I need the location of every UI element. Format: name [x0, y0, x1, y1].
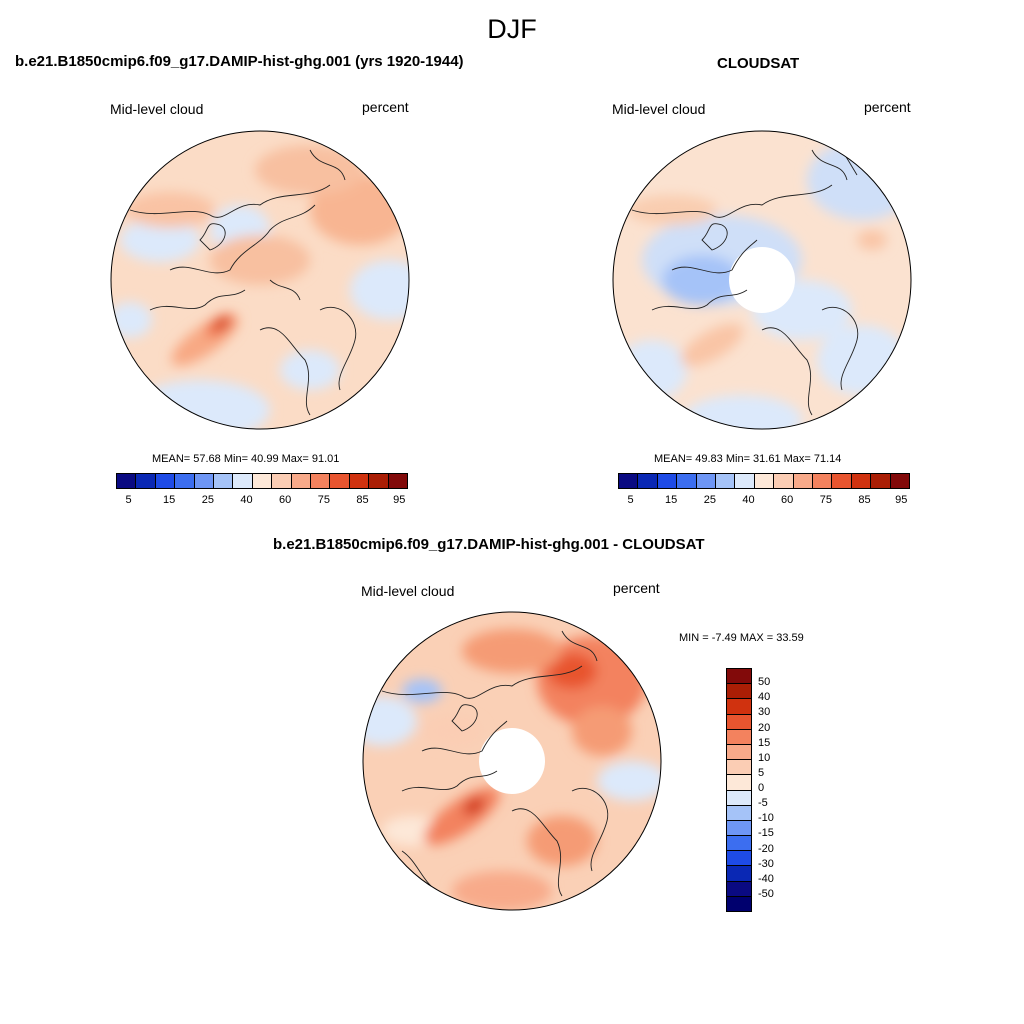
obs-colorbar-swatch: [813, 474, 833, 488]
diff-colorbar-swatch: [727, 835, 751, 851]
diff-colorbar-tick-label: -30: [758, 857, 774, 870]
season-title: DJF: [487, 14, 537, 44]
model-colorbar-swatch: [311, 474, 331, 488]
model-colorbar-swatch: [175, 474, 195, 488]
model-colorbar-swatch: [136, 474, 156, 488]
obs-colorbar-tick-label: 40: [742, 494, 755, 506]
obs-colorbar-swatch: [774, 474, 794, 488]
obs-colorbar-swatch: [832, 474, 852, 488]
diff-colorbar-tick-label: -40: [758, 872, 774, 885]
obs-colorbar-swatch: [657, 474, 678, 488]
diff-panel-title: b.e21.B1850cmip6.f09_g17.DAMIP-hist-ghg.…: [273, 536, 705, 553]
diff-stats-text: MIN = -7.49 MAX = 33.59: [679, 632, 804, 644]
diff-colorbar-swatch: [727, 850, 751, 866]
obs-stats-text: MEAN= 49.83 Min= 31.61 Max= 71.14: [654, 453, 842, 465]
obs-colorbar-swatch: [619, 474, 639, 488]
obs-colorbar-tick-label: 95: [895, 494, 908, 506]
obs-colorbar-swatch: [851, 474, 872, 488]
diff-colorbar-swatch: [727, 728, 751, 744]
model-colorbar-tick-label: 95: [393, 494, 406, 506]
model-colorbar-swatch: [291, 474, 312, 488]
model-colorbar-tick-label: 85: [356, 494, 369, 506]
diff-colorbar-swatch: [727, 743, 751, 760]
diff-colorbar-swatch: [727, 759, 751, 775]
obs-colorbar-swatch: [735, 474, 755, 488]
model-colorbar-tick-label: 40: [240, 494, 253, 506]
model-colorbar-tick-label: 60: [279, 494, 292, 506]
obs-units-label: percent: [864, 99, 911, 115]
diff-colorbar-swatch: [727, 895, 751, 911]
obs-polar-map: [612, 130, 912, 430]
model-colorbar-tick-label: 15: [163, 494, 176, 506]
obs-colorbar-swatch: [716, 474, 736, 488]
obs-colorbar-swatch: [890, 474, 910, 488]
diff-colorbar-tick-label: 15: [758, 736, 771, 749]
diff-colorbar-swatch: [727, 774, 751, 790]
obs-colorbar-swatch: [696, 474, 717, 488]
model-variable-label: Mid-level cloud: [110, 101, 204, 117]
diff-colorbar-swatch: [727, 683, 751, 699]
obs-colorbar-swatch: [754, 474, 775, 488]
obs-colorbar-tick-label: 25: [703, 494, 716, 506]
diff-variable-label: Mid-level cloud: [361, 583, 455, 599]
model-colorbar-tick-label: 25: [201, 494, 214, 506]
diff-colorbar-tick-label: 0: [758, 782, 765, 794]
model-colorbar-swatch: [194, 474, 215, 488]
diff-colorbar-tick-label: 30: [758, 706, 771, 719]
model-polar-map: [110, 130, 410, 430]
obs-colorbar: [618, 473, 910, 489]
diff-polar-map: [362, 611, 662, 911]
model-colorbar-swatch: [117, 474, 137, 488]
diff-colorbar-swatch: [727, 819, 751, 836]
obs-colorbar-tick-label: 15: [665, 494, 678, 506]
obs-colorbar-tick-label: 5: [627, 494, 634, 506]
diff-colorbar-tick-label: -5: [758, 797, 768, 810]
model-colorbar-swatch: [388, 474, 408, 488]
model-colorbar-tick-label: 5: [125, 494, 132, 506]
obs-panel-title: CLOUDSAT: [717, 55, 800, 72]
diff-colorbar-swatch: [727, 789, 751, 805]
diff-colorbar-tick-label: 20: [758, 721, 771, 734]
diff-colorbar-swatch: [727, 669, 751, 684]
diff-colorbar-tick-label: -20: [758, 842, 774, 855]
model-colorbar: [116, 473, 408, 489]
model-colorbar-swatch: [214, 474, 234, 488]
diff-colorbar-tick-label: 50: [758, 676, 771, 689]
model-colorbar-swatch: [252, 474, 273, 488]
obs-colorbar-tick-label: 60: [781, 494, 794, 506]
model-units-label: percent: [362, 99, 409, 115]
model-colorbar-swatch: [349, 474, 370, 488]
obs-colorbar-tick-label: 85: [858, 494, 871, 506]
diff-units-label: percent: [613, 580, 660, 596]
diff-colorbar-swatch: [727, 804, 751, 820]
obs-variable-label: Mid-level cloud: [612, 101, 706, 117]
diff-colorbar-tick-label: 5: [758, 766, 765, 779]
diff-colorbar: [726, 668, 752, 912]
diff-colorbar-tick-label: -50: [758, 887, 774, 900]
obs-colorbar-swatch: [793, 474, 814, 488]
model-colorbar-swatch: [233, 474, 253, 488]
model-colorbar-swatch: [369, 474, 389, 488]
model-colorbar-swatch: [272, 474, 292, 488]
diff-colorbar-swatch: [727, 865, 751, 881]
obs-colorbar-swatch: [638, 474, 658, 488]
model-colorbar-tick-label: 75: [317, 494, 330, 506]
diff-colorbar-swatch: [727, 713, 751, 729]
diff-colorbar-swatch: [727, 698, 751, 714]
model-stats-text: MEAN= 57.68 Min= 40.99 Max= 91.01: [152, 453, 340, 465]
model-panel-title: b.e21.B1850cmip6.f09_g17.DAMIP-hist-ghg.…: [15, 53, 464, 70]
model-colorbar-swatch: [330, 474, 350, 488]
diff-colorbar-swatch: [727, 880, 751, 896]
diff-colorbar-tick-label: -15: [758, 827, 774, 840]
model-colorbar-swatch: [155, 474, 176, 488]
diff-colorbar-tick-label: 40: [758, 691, 771, 704]
obs-colorbar-swatch: [677, 474, 697, 488]
diff-colorbar-tick-label: -10: [758, 812, 774, 825]
obs-colorbar-tick-label: 75: [819, 494, 832, 506]
diff-colorbar-tick-label: 10: [758, 751, 771, 764]
obs-colorbar-swatch: [871, 474, 891, 488]
